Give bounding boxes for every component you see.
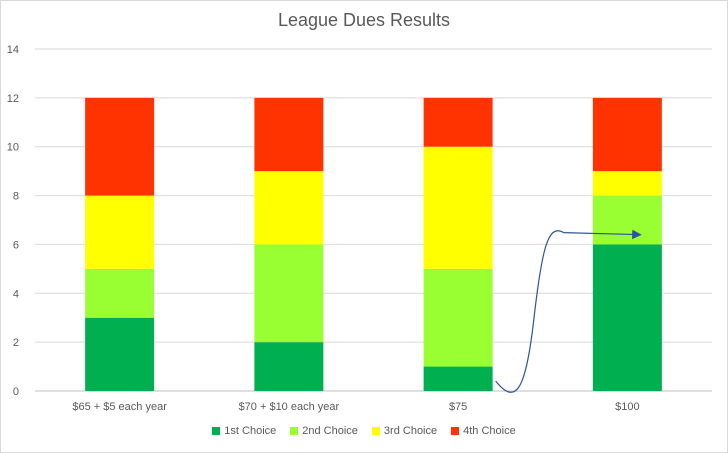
bar-segment xyxy=(423,366,493,391)
legend-label: 4th Choice xyxy=(463,425,516,437)
bar-segment xyxy=(592,171,662,196)
legend-item: 3rd Choice xyxy=(371,425,438,437)
y-tick-label: 6 xyxy=(13,239,19,251)
annotation-arrow xyxy=(495,229,642,393)
bar-segment xyxy=(423,268,493,367)
bar-segment xyxy=(592,195,662,245)
legend-swatch xyxy=(371,427,380,435)
bar-segment xyxy=(254,97,324,172)
legend-label: 2nd Choice xyxy=(302,425,358,437)
y-tick-label: 2 xyxy=(13,337,19,349)
legend-item: 4th Choice xyxy=(451,425,516,437)
x-tick-label: $65 + $5 each year xyxy=(72,401,167,413)
bar-segment xyxy=(254,342,324,391)
legend-swatch xyxy=(451,427,460,435)
y-tick-label: 10 xyxy=(7,142,19,154)
bar-segment xyxy=(85,317,155,391)
y-tick-label: 12 xyxy=(7,93,19,105)
legend-swatch xyxy=(290,427,299,435)
bar-segment xyxy=(423,97,493,147)
chart-title: League Dues Results xyxy=(277,10,451,30)
bar-segment xyxy=(85,97,155,196)
bar-segment xyxy=(85,195,155,269)
bar-segment xyxy=(254,244,324,343)
x-tick-label: $75 xyxy=(449,401,467,413)
y-tick-label: 0 xyxy=(13,386,19,398)
y-tick-label: 4 xyxy=(13,288,19,300)
bar-segment xyxy=(254,171,324,245)
bar-segment xyxy=(423,146,493,269)
bar-segment xyxy=(592,97,662,172)
x-tick-label: $70 + $10 each year xyxy=(239,401,340,413)
legend-label: 3rd Choice xyxy=(383,425,438,437)
x-tick-label: $100 xyxy=(615,401,639,413)
bar-segment xyxy=(592,244,662,391)
legend-swatch xyxy=(212,427,221,435)
y-tick-label: 8 xyxy=(13,191,19,203)
legend-item: 1st Choice xyxy=(212,425,276,437)
chart-legend: 1st Choice 2nd Choice 3rd Choice 4th Choice xyxy=(0,425,728,437)
bar-segment xyxy=(85,268,155,318)
y-tick-label: 14 xyxy=(7,44,19,56)
legend-item: 2nd Choice xyxy=(290,425,358,437)
legend-label: 1st Choice xyxy=(224,425,277,437)
